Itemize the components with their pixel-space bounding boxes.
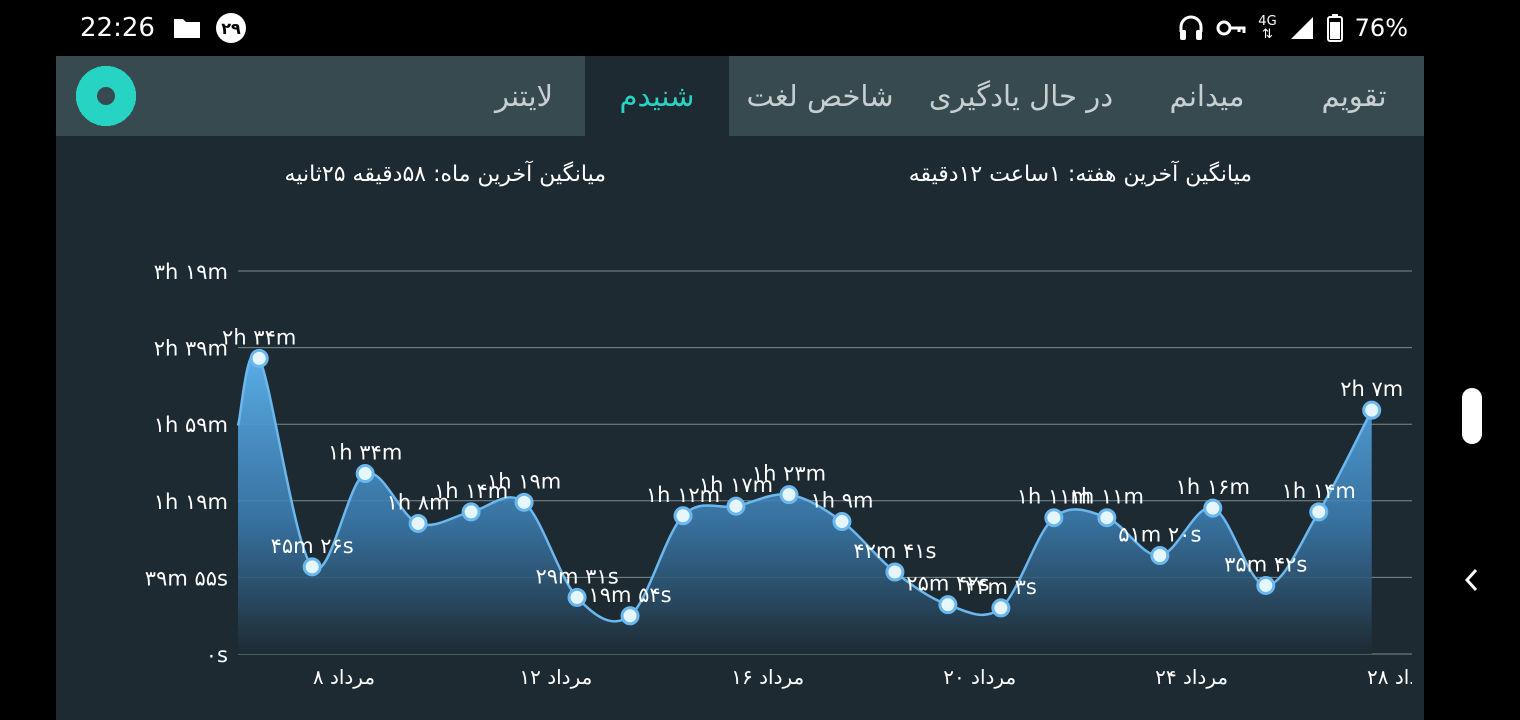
x-tick-label: ۲۰ مرداد (943, 665, 1016, 689)
data-label: ۴۵m ۲۶s (271, 534, 354, 558)
month-average: میانگین آخرین ماه: ۵۸دقیقه ۲۵ثانیه (284, 162, 606, 187)
y-tick-label: ۲h ۳۹m (154, 337, 228, 361)
x-tick-label: ۱۶ مرداد (731, 665, 804, 689)
y-tick-label: ۳h ۱۹m (154, 260, 228, 284)
data-label: ۱h ۸m (387, 490, 450, 514)
data-point (1309, 502, 1329, 522)
data-label: ۲h ۷m (1340, 377, 1403, 401)
data-label: ۱h ۱۱m (1070, 485, 1144, 509)
data-point (249, 348, 269, 368)
data-label: ۱h ۱۶m (1176, 475, 1250, 499)
area-fill (238, 354, 1372, 654)
notification-badge: ۲۹ (216, 13, 246, 43)
data-label: ۲۴m ۳s (965, 575, 1037, 599)
data-point (1362, 400, 1382, 420)
vpn-key-icon (1216, 20, 1246, 36)
data-point (779, 485, 799, 505)
tab-learning[interactable]: در حال یادگیری (928, 79, 1114, 113)
status-icons: 4G ⇅ 76% (1178, 10, 1408, 46)
data-point (1097, 508, 1117, 528)
data-label: ۱h ۱۴m (434, 479, 508, 503)
data-label: ۱h ۱۱m (1017, 485, 1091, 509)
status-time: 22:26 (80, 13, 155, 43)
status-bar: 22:26 ۲۹ 4G ⇅ 76% (0, 0, 1520, 56)
data-points (249, 348, 1382, 626)
data-point (1044, 508, 1064, 528)
x-tick-label: ۱۲ مرداد (519, 665, 592, 689)
x-tick-label: ۸ مرداد (313, 665, 375, 689)
data-label: ۲۵m ۴۲s (906, 572, 989, 596)
data-label: ۱h ۱۲m (646, 483, 720, 507)
tab-calendar[interactable]: تقویم (1321, 79, 1387, 113)
battery-percent: 76% (1354, 14, 1408, 42)
data-label: ۳۵m ۴۲s (1224, 552, 1307, 576)
folder-icon (174, 19, 200, 38)
data-label: ۱h ۳۴m (328, 441, 402, 465)
data-label: ۱h ۱۷m (699, 473, 773, 497)
data-point (302, 557, 322, 577)
data-point (1150, 546, 1170, 566)
y-tick-label: ۱h ۱۹m (154, 490, 228, 514)
data-point (673, 506, 693, 526)
data-point (1203, 498, 1223, 518)
data-point (726, 496, 746, 516)
data-label: ۲۹m ۳۱s (535, 564, 618, 588)
data-label: ۴۲m ۴۱s (853, 539, 936, 563)
y-tick-label: ۱h ۵۹m (154, 413, 228, 437)
week-average: میانگین آخرین هفته: ۱ساعت ۱۲دقیقه (908, 162, 1252, 187)
y-tick-label: ۰s (206, 643, 228, 667)
data-point (461, 502, 481, 522)
data-label: ۱h ۱۹m (487, 469, 561, 493)
data-point (355, 464, 375, 484)
tab-bar: لایتنر شنیدم شاخص لغت در حال یادگیری مید… (56, 56, 1424, 136)
y-axis-labels: ۰s ۳۹m ۵۵s ۱h ۱۹m ۱h ۵۹m ۲h ۳۹m ۳h ۱۹m (145, 260, 228, 667)
data-label: ۱h ۲۳m (752, 462, 826, 486)
y-tick-label: ۳۹m ۵۵s (145, 566, 228, 590)
x-tick-label: ۲۴ مرداد (1155, 665, 1228, 689)
gear-icon[interactable] (74, 64, 138, 128)
battery-icon (1326, 14, 1343, 42)
tab-leitner[interactable]: لایتنر (494, 79, 554, 113)
x-axis-labels: ۸ مرداد ۱۲ مرداد ۱۶ مرداد ۲۰ مرداد ۲۴ مرداد ۲… (313, 665, 1412, 689)
data-point (567, 587, 587, 607)
data-label: ۱۹m ۵۴s (588, 583, 671, 607)
data-point (620, 606, 640, 626)
data-label: ۲h ۳۴m (222, 325, 296, 349)
data-point (938, 595, 958, 615)
signal-icon (1290, 17, 1313, 39)
data-label: ۵۱m ۲۰s (1118, 523, 1201, 547)
data-label: ۱h ۹m (810, 489, 873, 513)
data-point (1256, 575, 1276, 595)
tab-heard[interactable]: شنیدم (585, 56, 729, 136)
data-point (408, 513, 428, 533)
headphones-icon (1179, 15, 1203, 40)
app-window: لایتنر شنیدم شاخص لغت در حال یادگیری مید… (56, 56, 1482, 720)
listening-time-chart: ۰s ۳۹m ۵۵s ۱h ۱۹m ۱h ۵۹m ۲h ۳۹m ۳h ۱۹m ۸ مردا… (145, 260, 1412, 689)
data-point (514, 492, 534, 512)
scrollbar-thumb[interactable] (1462, 388, 1482, 444)
data-label: ۱h ۱۴m (1282, 479, 1356, 503)
x-tick-label: ۲۸ مرداد (1367, 665, 1412, 689)
tab-know[interactable]: میدانم (1169, 79, 1245, 113)
network-type: 4G ⇅ (1258, 14, 1277, 42)
chevron-left-icon[interactable] (1460, 566, 1484, 594)
data-point (991, 598, 1011, 618)
data-point (832, 512, 852, 532)
data-point (885, 562, 905, 582)
tab-word-index[interactable]: شاخص لغت (746, 79, 894, 113)
